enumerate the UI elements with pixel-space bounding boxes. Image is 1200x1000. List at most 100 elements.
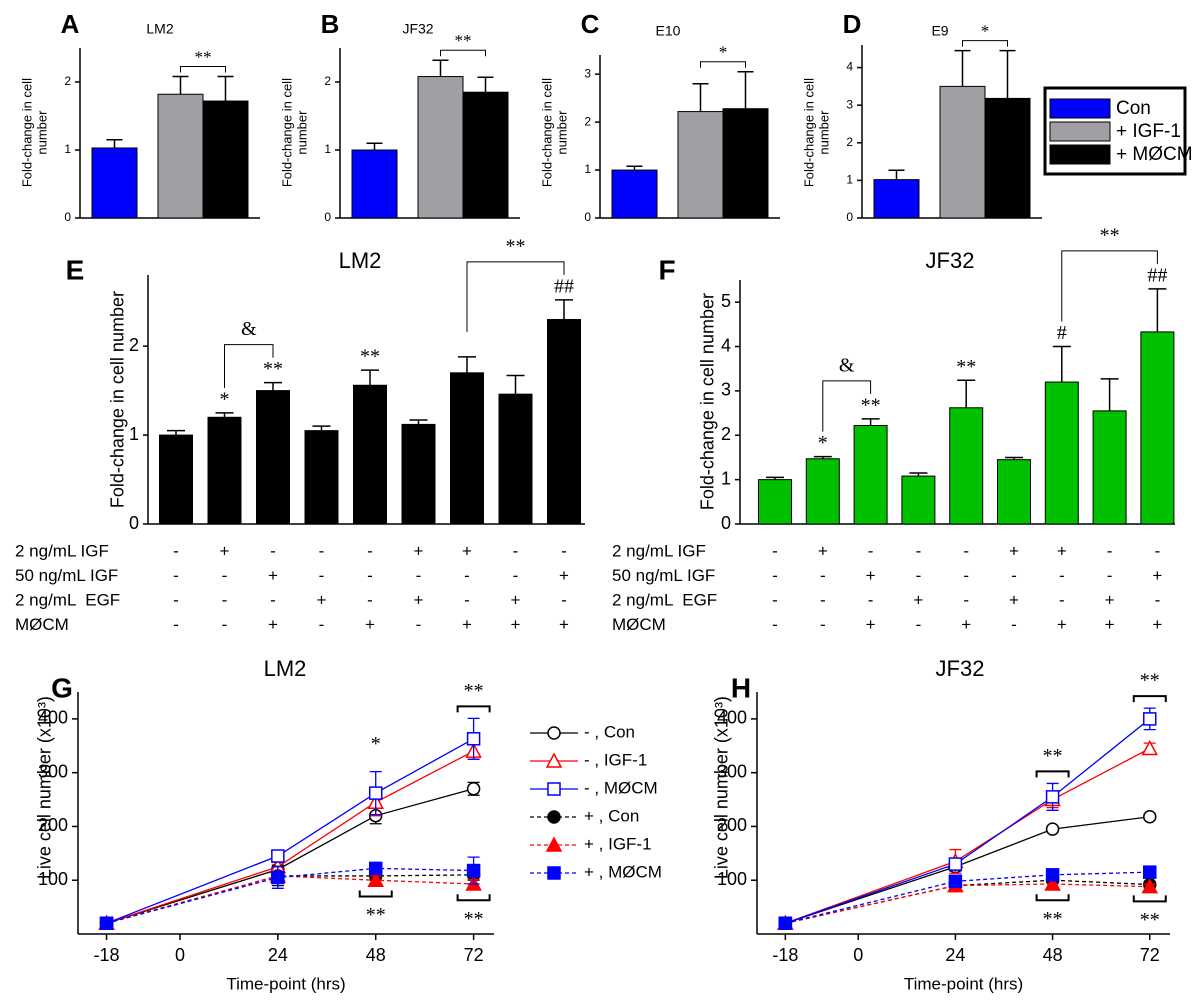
error-bar [167, 429, 185, 436]
condition-sign: + [961, 615, 971, 634]
condition-sign: + [1105, 590, 1115, 609]
significance-bracket [224, 344, 274, 388]
legend-swatch [1049, 144, 1111, 165]
error-bar [477, 76, 494, 93]
condition-sign: - [916, 615, 922, 634]
condition-label: MØCM [15, 615, 69, 634]
significance-label: * [371, 733, 381, 755]
significance-bracket [1035, 770, 1070, 778]
condition-label: MØCM [612, 615, 666, 634]
bar [939, 85, 986, 219]
y-tick-label: 2 [584, 114, 591, 128]
y-tick-label: 3 [846, 97, 853, 111]
marker [271, 849, 285, 863]
legend-label: + MØCM [1116, 144, 1193, 165]
condition-sign: - [916, 566, 922, 585]
y-tick-label: 200 [717, 815, 747, 835]
condition-sign: - [173, 590, 179, 609]
condition-sign: - [1011, 566, 1017, 585]
y-tick-label: 1 [129, 424, 139, 444]
bracket-label: ** [195, 47, 212, 66]
error-bar [361, 369, 379, 386]
y-tick-label: 300 [38, 761, 68, 781]
significance-label: ** [1043, 908, 1063, 930]
error-bar [458, 356, 476, 373]
y-tick-label: 0 [324, 210, 331, 224]
legend-label: + , IGF-1 [584, 834, 652, 853]
y-axis-label: Fold-change in cell number [801, 78, 831, 188]
significance-bracket [1132, 695, 1167, 703]
error-bar [861, 418, 880, 426]
marker [466, 782, 481, 796]
legend-marker [547, 810, 561, 824]
condition-sign: - [561, 541, 567, 560]
marker [948, 857, 963, 871]
bar [611, 169, 658, 219]
condition-sign: - [173, 615, 179, 634]
condition-sign: - [868, 590, 874, 609]
bar [498, 393, 533, 525]
significance-label: ** [1140, 670, 1160, 692]
panel-letter: H [731, 672, 751, 703]
condition-sign: - [1059, 590, 1065, 609]
bar [873, 179, 920, 219]
condition-sign: + [1009, 541, 1019, 560]
condition-sign: + [1152, 566, 1162, 585]
y-tick-label: 400 [717, 708, 747, 728]
legend-label: + , Con [584, 806, 639, 825]
bar [202, 100, 249, 219]
y-tick-label: 1 [846, 173, 853, 187]
condition-sign: - [1107, 541, 1113, 560]
x-axis-label: Time-point (hrs) [904, 974, 1023, 993]
x-tick-label: 0 [853, 945, 863, 965]
condition-sign: + [1152, 615, 1162, 634]
marker [271, 870, 285, 885]
chart-title: LM2 [264, 656, 307, 681]
significance-label: # [1057, 322, 1067, 344]
y-tick-label: 1 [64, 142, 71, 156]
y-tick-label: 0 [846, 210, 853, 224]
error-bar [1148, 288, 1167, 332]
y-tick-label: 3 [721, 380, 731, 400]
condition-sign: - [319, 566, 325, 585]
bracket-label: & [839, 354, 855, 376]
significance-bracket [180, 66, 226, 73]
condition-sign: + [913, 590, 923, 609]
y-tick-label: 400 [38, 708, 68, 728]
y-tick-label: 300 [717, 761, 747, 781]
condition-sign: + [462, 615, 472, 634]
error-bar [766, 476, 784, 480]
error-bar [264, 381, 282, 391]
series-line [785, 747, 1151, 924]
panel-letter: D [843, 9, 862, 39]
condition-sign: - [820, 566, 826, 585]
bar [1044, 381, 1079, 525]
bar [722, 108, 769, 219]
condition-sign: - [1059, 566, 1065, 585]
legend-marker [547, 866, 561, 880]
significance-bracket [466, 261, 565, 332]
bracket-label: ** [506, 235, 526, 257]
condition-sign: - [270, 590, 276, 609]
y-tick-label: 1 [721, 468, 731, 488]
condition-sign: - [416, 615, 422, 634]
significance-bracket [700, 61, 746, 68]
significance-bracket [1061, 250, 1158, 322]
error-bar [555, 299, 573, 320]
condition-sign: + [511, 590, 521, 609]
bracket-label: ** [455, 31, 472, 50]
condition-label: 50 ng/mL IGF [15, 566, 118, 585]
error-bar [312, 425, 331, 431]
x-tick-label: 72 [1140, 945, 1160, 965]
condition-label: 2 ng/mL IGF [612, 541, 706, 560]
marker [948, 874, 963, 889]
series-line [785, 871, 1150, 924]
error-bar [888, 169, 905, 180]
bar [256, 390, 290, 525]
x-tick-label: 0 [175, 945, 185, 965]
bar [462, 91, 509, 219]
bar [984, 97, 1031, 219]
marker [368, 786, 383, 800]
y-axis-label: Live cell number (x10³) [34, 696, 55, 880]
panel-letter: E [66, 254, 85, 285]
